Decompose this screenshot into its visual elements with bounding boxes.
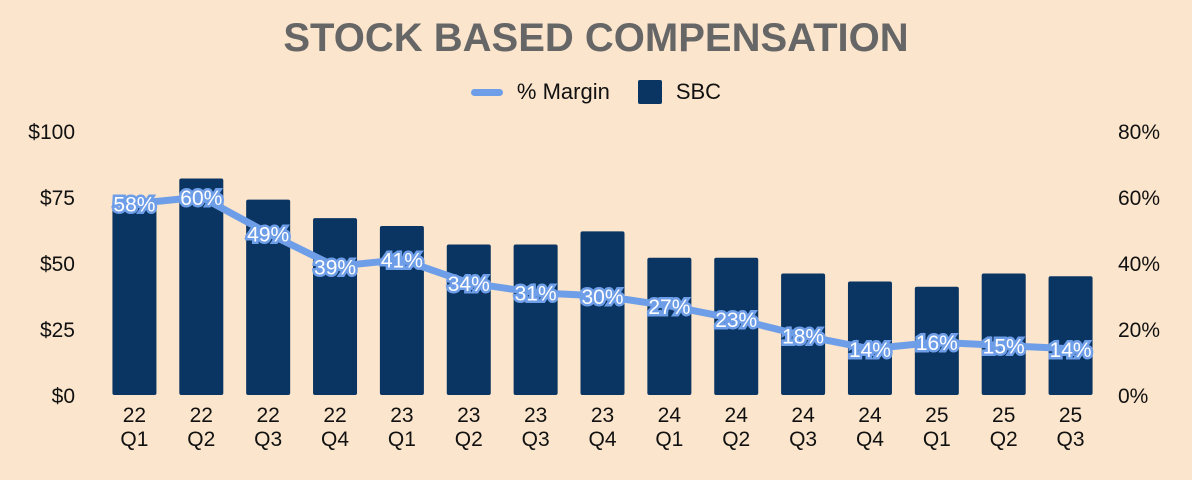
legend-sbc-swatch bbox=[637, 80, 662, 104]
sbc-bar bbox=[513, 244, 558, 395]
x-tick-quarter: Q4 bbox=[588, 428, 616, 451]
sbc-bar bbox=[379, 226, 424, 395]
margin-data-label: 39% bbox=[314, 256, 356, 279]
x-tick-year: 22 bbox=[190, 404, 213, 427]
margin-data-label: 41% bbox=[381, 250, 423, 273]
y-right-tick: 0% bbox=[1118, 385, 1148, 408]
x-tick-year: 25 bbox=[992, 404, 1015, 427]
x-tick-year: 24 bbox=[791, 404, 815, 427]
margin-line bbox=[130, 193, 1075, 353]
sbc-bar bbox=[1048, 276, 1093, 395]
margin-data-label: 23% bbox=[715, 309, 757, 332]
margin-data-label: 60% bbox=[180, 187, 222, 210]
x-tick-quarter: Q2 bbox=[990, 428, 1018, 451]
x-tick-year: 23 bbox=[390, 404, 413, 427]
y-right-tick: 80% bbox=[1118, 121, 1160, 144]
sbc-bar bbox=[847, 281, 892, 395]
x-tick-year: 22 bbox=[256, 404, 279, 427]
x-tick-quarter: Q1 bbox=[388, 428, 416, 451]
x-tick-quarter: Q3 bbox=[789, 428, 817, 451]
x-tick-quarter: Q2 bbox=[455, 428, 483, 451]
margin-data-label: 14% bbox=[1050, 339, 1092, 362]
x-tick-year: 22 bbox=[323, 404, 346, 427]
y-left-tick: $100 bbox=[28, 121, 75, 144]
x-tick-year: 25 bbox=[925, 404, 948, 427]
sbc-bar bbox=[112, 207, 157, 395]
chart-legend: % Margin SBC bbox=[0, 78, 1192, 106]
margin-data-label: 30% bbox=[581, 286, 623, 309]
y-right-tick: 20% bbox=[1118, 319, 1160, 342]
margin-data-label: 15% bbox=[983, 336, 1025, 359]
sbc-bar bbox=[647, 257, 692, 395]
margin-data-label: 16% bbox=[916, 332, 958, 355]
margin-data-label: 49% bbox=[247, 223, 289, 246]
legend-margin-label: % Margin bbox=[516, 79, 610, 104]
x-tick-quarter: Q4 bbox=[321, 428, 349, 451]
y-right-tick: 40% bbox=[1118, 253, 1160, 276]
sbc-bar bbox=[446, 244, 491, 395]
legend-item-sbc: SBC bbox=[637, 79, 722, 105]
y-left-tick: $75 bbox=[40, 187, 75, 210]
margin-data-label: 31% bbox=[515, 283, 557, 306]
chart-title: STOCK BASED COMPENSATION bbox=[283, 16, 909, 60]
y-left-tick: $0 bbox=[52, 385, 75, 408]
x-tick-quarter: Q3 bbox=[1057, 428, 1085, 451]
margin-data-label: 14% bbox=[849, 339, 891, 362]
margin-data-label: 18% bbox=[782, 326, 824, 349]
y-left-tick: $50 bbox=[40, 253, 75, 276]
margin-data-label: 34% bbox=[448, 273, 490, 296]
y-right-tick: 60% bbox=[1118, 187, 1160, 210]
x-tick-quarter: Q1 bbox=[923, 428, 951, 451]
legend-item-margin: % Margin bbox=[470, 79, 610, 105]
x-tick-quarter: Q4 bbox=[856, 428, 884, 451]
x-tick-quarter: Q1 bbox=[120, 428, 148, 451]
x-tick-year: 22 bbox=[123, 404, 146, 427]
x-tick-quarter: Q2 bbox=[187, 428, 215, 451]
sbc-bar bbox=[179, 178, 224, 395]
sbc-bar bbox=[981, 273, 1026, 395]
x-tick-quarter: Q3 bbox=[522, 428, 550, 451]
x-tick-quarter: Q1 bbox=[655, 428, 683, 451]
sbc-bar bbox=[246, 199, 291, 395]
margin-data-label: 27% bbox=[648, 296, 690, 319]
x-tick-year: 23 bbox=[591, 404, 614, 427]
sbc-bar bbox=[580, 231, 625, 395]
legend-sbc-label: SBC bbox=[675, 79, 722, 104]
x-tick-year: 25 bbox=[1059, 404, 1082, 427]
sbc-bar bbox=[313, 218, 358, 395]
sbc-bar bbox=[714, 257, 759, 395]
x-tick-year: 24 bbox=[725, 404, 749, 427]
x-tick-year: 23 bbox=[524, 404, 547, 427]
legend-margin-swatch bbox=[470, 88, 503, 96]
x-tick-year: 24 bbox=[858, 404, 882, 427]
x-tick-year: 24 bbox=[658, 404, 682, 427]
x-tick-quarter: Q3 bbox=[254, 428, 282, 451]
margin-data-label: 58% bbox=[113, 194, 155, 217]
x-tick-year: 23 bbox=[457, 404, 480, 427]
y-left-tick: $25 bbox=[40, 319, 75, 342]
x-tick-quarter: Q2 bbox=[722, 428, 750, 451]
